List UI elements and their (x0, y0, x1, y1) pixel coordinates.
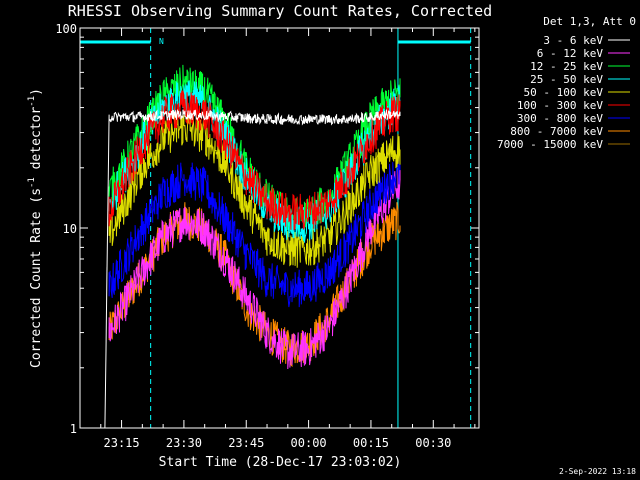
legend-entry: 12 - 25 keV (530, 60, 630, 73)
legend-label: 800 - 7000 keV (510, 125, 603, 138)
series-line-50-100-kev (108, 114, 401, 268)
series-line-300-800-kev (108, 156, 401, 308)
chart-title: RHESSI Observing Summary Count Rates, Co… (68, 2, 492, 20)
x-tick-label: 23:15 (104, 436, 140, 450)
y-axis-label: Corrected Count Rate (s-1 detector-1) (27, 88, 44, 368)
legend-entry: 50 - 100 keV (524, 86, 630, 99)
legend-label: 7000 - 15000 keV (497, 138, 603, 151)
x-tick-label: 00:00 (291, 436, 327, 450)
y-tick-label: 1 (70, 422, 77, 436)
y-axis-label-main: Corrected Count Rate (s (29, 188, 44, 368)
y-axis-label-end: ) (29, 88, 44, 96)
legend-entry: 6 - 12 keV (537, 47, 630, 60)
series-line-6-12-kev (108, 166, 401, 370)
x-axis-label: Start Time (28-Dec-17 23:03:02) (159, 455, 402, 470)
legend-label: 12 - 25 keV (530, 60, 603, 73)
timestamp: 2-Sep-2022 13:18 (559, 467, 636, 476)
series-line-3-6-kev (104, 109, 401, 429)
legend-entry: 800 - 7000 keV (510, 125, 630, 138)
series-line-100-300-kev (108, 90, 401, 231)
marker-label: N (159, 37, 164, 46)
y-axis-label-sup1: -1 (27, 177, 37, 188)
legend-label: 3 - 6 keV (543, 34, 603, 47)
legend-label: 6 - 12 keV (537, 47, 604, 60)
legend-label: 100 - 300 keV (517, 99, 603, 112)
y-axis-label-mid: detector (29, 107, 44, 178)
legend-entry: 7000 - 15000 keV (497, 138, 630, 151)
legend-label: 300 - 800 keV (517, 112, 603, 125)
y-axis: 1 10 100 (55, 22, 479, 436)
x-axis: 23:15 23:30 23:45 00:00 00:15 00:30 (100, 28, 476, 450)
y-axis-label-sup2: -1 (27, 96, 37, 107)
x-tick-label: 23:45 (228, 436, 264, 450)
series-layer (104, 64, 401, 429)
legend-entry: 25 - 50 keV (530, 73, 630, 86)
y-tick-label: 10 (63, 222, 77, 236)
y-tick-label: 100 (55, 22, 77, 36)
legend-entry: 100 - 300 keV (517, 99, 630, 112)
x-tick-label: 00:15 (353, 436, 389, 450)
legend-title: Det 1,3, Att 0 (543, 15, 636, 28)
legend-label: 25 - 50 keV (530, 73, 603, 86)
legend-label: 50 - 100 keV (524, 86, 604, 99)
legend-entry: 300 - 800 keV (517, 112, 630, 125)
x-tick-label: 23:30 (166, 436, 202, 450)
legend-entry: 3 - 6 keV (543, 34, 630, 47)
x-tick-label: 00:30 (415, 436, 451, 450)
